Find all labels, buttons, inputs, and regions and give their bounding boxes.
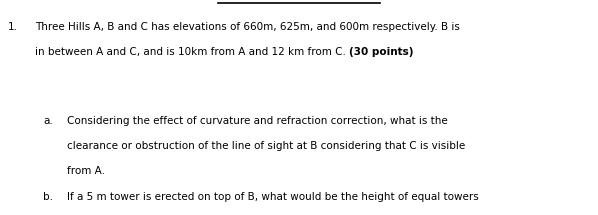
Text: clearance or obstruction of the line of sight at B considering that C is visible: clearance or obstruction of the line of …: [67, 141, 465, 151]
Text: a.: a.: [43, 115, 53, 126]
Text: Three Hills A, B and C has elevations of 660m, 625m, and 600m respectively. B is: Three Hills A, B and C has elevations of…: [35, 22, 459, 32]
Text: 1.: 1.: [8, 22, 18, 32]
Text: If a 5 m tower is erected on top of B, what would be the height of equal towers: If a 5 m tower is erected on top of B, w…: [67, 192, 479, 202]
Text: Considering the effect of curvature and refraction correction, what is the: Considering the effect of curvature and …: [67, 115, 448, 126]
Text: (30 points): (30 points): [349, 47, 413, 57]
Text: from A.: from A.: [67, 166, 105, 176]
Text: b.: b.: [43, 192, 53, 202]
Text: in between A and C, and is 10km from A and 12 km from C.: in between A and C, and is 10km from A a…: [35, 47, 349, 57]
